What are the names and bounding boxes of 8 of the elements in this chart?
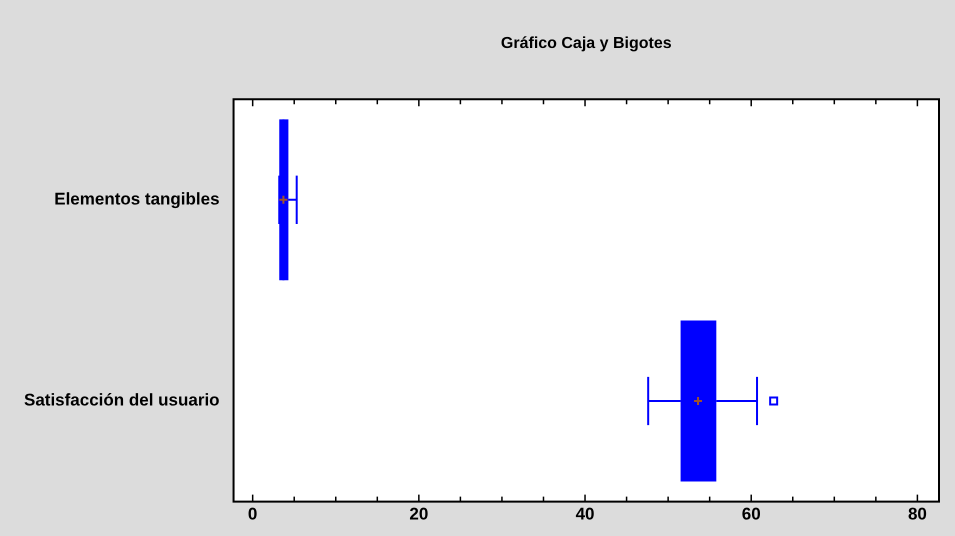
x-tick-label: 60 xyxy=(742,504,761,524)
x-tick-label: 0 xyxy=(248,504,258,524)
chart-title: Gráfico Caja y Bigotes xyxy=(500,35,672,52)
x-tick-label: 20 xyxy=(409,504,428,524)
x-tick-label: 40 xyxy=(576,504,594,524)
y-tick-label: Satisfacción del usuario xyxy=(24,390,220,410)
x-tick-label: 80 xyxy=(908,504,927,524)
y-tick-label: Elementos tangibles xyxy=(54,189,220,208)
